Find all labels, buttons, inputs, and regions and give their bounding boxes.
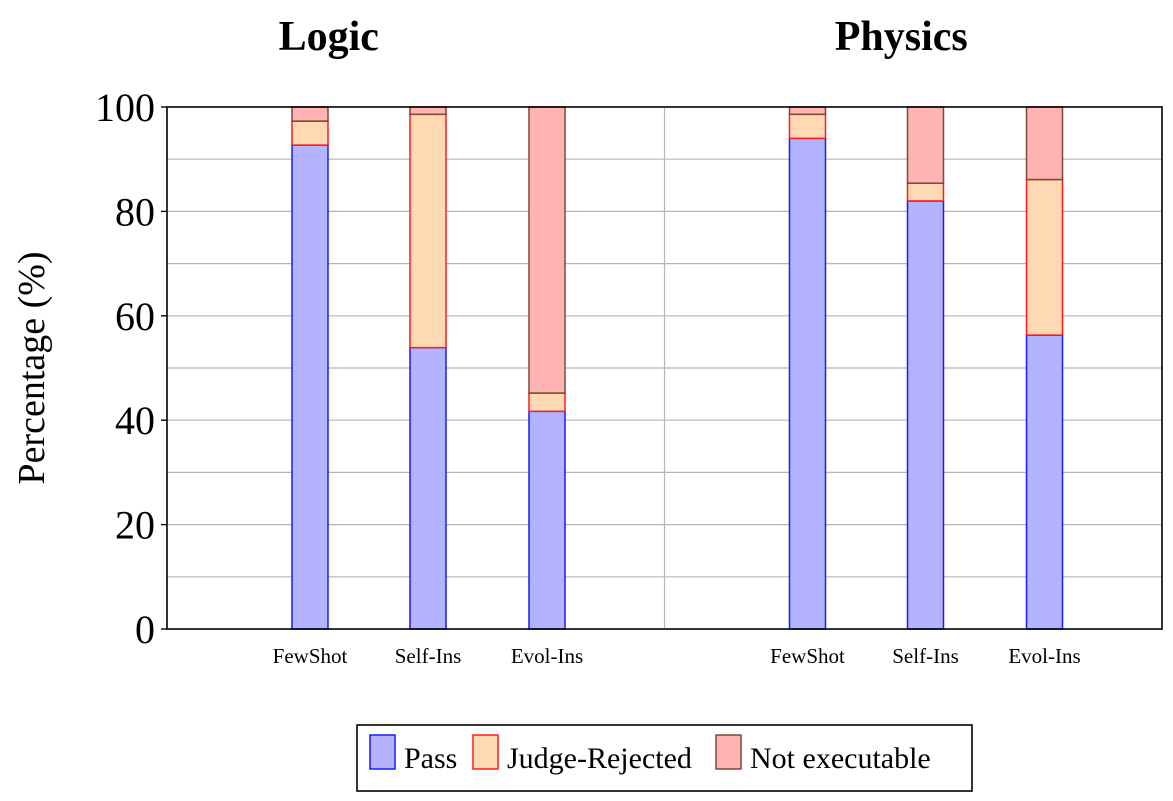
bar-segment-not-executable bbox=[1025, 106, 1064, 181]
x-tick-label: Self-Ins bbox=[395, 644, 462, 668]
grid-layer bbox=[167, 107, 1162, 629]
y-tick-label: 80 bbox=[115, 189, 155, 234]
bar-segment-pass bbox=[1025, 334, 1064, 630]
x-tick-label: FewShot bbox=[273, 644, 348, 668]
legend-swatch bbox=[715, 734, 742, 770]
legend-box bbox=[356, 724, 973, 792]
bar-segment-pass bbox=[291, 144, 329, 630]
bar-segment-pass bbox=[409, 346, 447, 630]
bar-segment-pass bbox=[906, 200, 945, 630]
panel-title: Logic bbox=[279, 14, 379, 60]
bar-segment-judge-rejected bbox=[291, 120, 329, 146]
frame-layer bbox=[161, 106, 1163, 630]
legend-swatch bbox=[472, 734, 499, 770]
legend-label: Not executable bbox=[750, 742, 931, 775]
bar-segment-pass bbox=[788, 137, 827, 630]
bar-segment-not-executable bbox=[788, 106, 827, 116]
bar-segment-judge-rejected bbox=[409, 113, 447, 349]
y-tick-label: 60 bbox=[115, 294, 155, 339]
bar-segment-judge-rejected bbox=[528, 392, 566, 413]
panel-title: Physics bbox=[835, 14, 968, 60]
bar-segment-judge-rejected bbox=[788, 113, 827, 140]
legend: Pass Judge-Rejected Not executable bbox=[356, 724, 973, 792]
y-tick-label: 100 bbox=[95, 85, 155, 130]
x-tick-label: Evol-Ins bbox=[511, 644, 583, 668]
y-tick-label: 20 bbox=[115, 503, 155, 548]
bar-segment-not-executable bbox=[291, 106, 329, 122]
bars-layer bbox=[291, 106, 1064, 630]
bar-segment-judge-rejected bbox=[1025, 178, 1064, 336]
bar-segment-not-executable bbox=[906, 106, 945, 184]
plot-frame bbox=[166, 106, 1163, 630]
x-tick-label: Evol-Ins bbox=[1008, 644, 1080, 668]
legend-swatch bbox=[369, 734, 396, 770]
bar-segment-not-executable bbox=[409, 106, 447, 116]
y-tick-label: 40 bbox=[115, 398, 155, 443]
bar-segment-pass bbox=[528, 410, 566, 630]
legend-label: Pass bbox=[404, 742, 457, 775]
text-layer: FewShot Self-Ins Evol-Ins Logic FewShot Self-… bbox=[11, 14, 1081, 668]
bar-segment-judge-rejected bbox=[906, 182, 945, 202]
x-tick-label: FewShot bbox=[770, 644, 845, 668]
legend-label: Judge-Rejected bbox=[507, 742, 692, 775]
y-axis-label: Percentage (%) bbox=[11, 251, 53, 484]
x-tick-label: Self-Ins bbox=[892, 644, 959, 668]
bar-segment-not-executable bbox=[528, 106, 566, 394]
y-tick-label: 0 bbox=[135, 607, 155, 652]
